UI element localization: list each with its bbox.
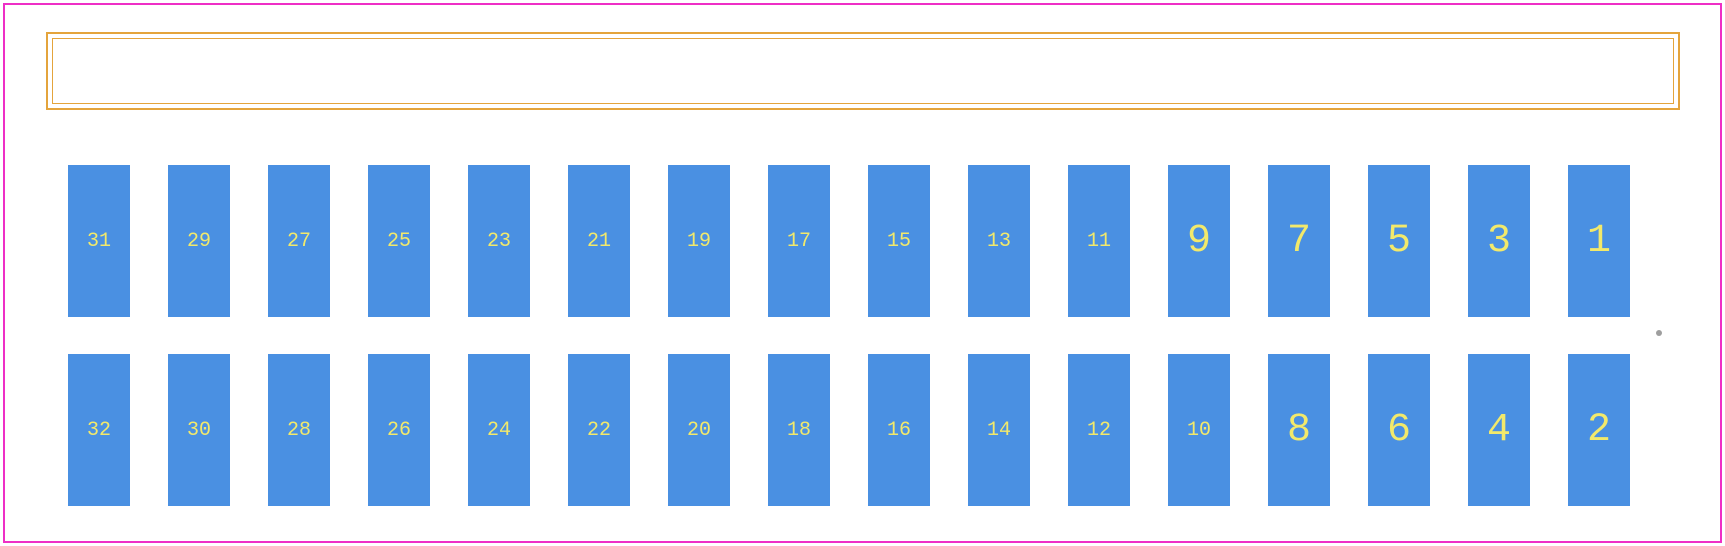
pad-21: 21 — [568, 165, 630, 317]
pad-1: 1 — [1568, 165, 1630, 317]
pad-18: 18 — [768, 354, 830, 506]
pad-27: 27 — [268, 165, 330, 317]
pad-20: 20 — [668, 354, 730, 506]
pad-32: 32 — [68, 354, 130, 506]
pad-7: 7 — [1268, 165, 1330, 317]
pad-13: 13 — [968, 165, 1030, 317]
pad-14: 14 — [968, 354, 1030, 506]
pad-24: 24 — [468, 354, 530, 506]
pad-2: 2 — [1568, 354, 1630, 506]
pad-8: 8 — [1268, 354, 1330, 506]
pad-31: 31 — [68, 165, 130, 317]
pad-22: 22 — [568, 354, 630, 506]
pad-6: 6 — [1368, 354, 1430, 506]
pad-12: 12 — [1068, 354, 1130, 506]
pad-19: 19 — [668, 165, 730, 317]
pad-9: 9 — [1168, 165, 1230, 317]
pad-30: 30 — [168, 354, 230, 506]
pad-23: 23 — [468, 165, 530, 317]
pad-15: 15 — [868, 165, 930, 317]
pad-17: 17 — [768, 165, 830, 317]
pad-25: 25 — [368, 165, 430, 317]
pad-16: 16 — [868, 354, 930, 506]
pin1-marker — [1656, 330, 1662, 336]
pad-26: 26 — [368, 354, 430, 506]
top-bar-inner — [52, 38, 1674, 104]
pad-10: 10 — [1168, 354, 1230, 506]
pad-29: 29 — [168, 165, 230, 317]
pad-3: 3 — [1468, 165, 1530, 317]
pad-5: 5 — [1368, 165, 1430, 317]
pad-28: 28 — [268, 354, 330, 506]
pad-4: 4 — [1468, 354, 1530, 506]
pad-11: 11 — [1068, 165, 1130, 317]
